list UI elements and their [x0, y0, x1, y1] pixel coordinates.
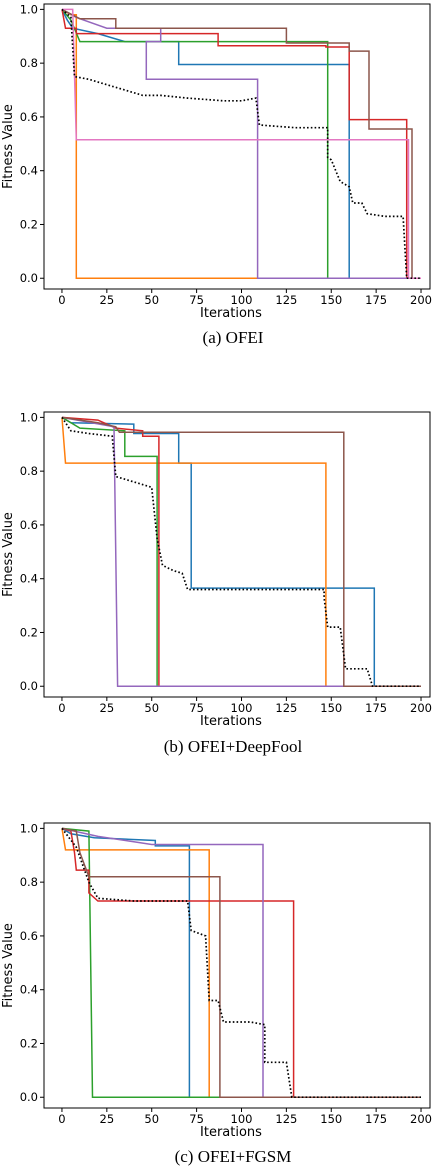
- series-line-3: [61, 827, 421, 1098]
- x-axis-label: Iterations: [200, 1125, 262, 1140]
- y-tick-label: 0.4: [20, 572, 38, 586]
- series-line-5: [61, 8, 421, 279]
- y-axis-label: Fitness Value: [1, 512, 16, 597]
- series-line-7: [62, 8, 421, 279]
- x-tick-label: 75: [189, 1112, 204, 1126]
- x-tick-label: 150: [320, 1112, 342, 1126]
- series-line-1: [61, 827, 421, 1098]
- x-tick-label: 175: [365, 293, 387, 307]
- y-tick-label: 0.0: [20, 679, 38, 693]
- chart-2: 0 25 50 75 100 125 150 175 200 0.0 0.2 0.4 0.6 0.8 1.0…: [1, 410, 432, 756]
- y-tick-label: 0.2: [20, 1036, 38, 1050]
- series-line-7: [61, 827, 421, 1099]
- series-line-5: [61, 416, 421, 687]
- y-tick-label: 1.0: [20, 2, 38, 16]
- x-tick-label: 200: [410, 701, 432, 715]
- y-tick-label: 0.2: [20, 217, 38, 231]
- x-tick-label: 100: [231, 701, 253, 715]
- series-line-6: [61, 416, 421, 687]
- figure-caption: (a) OFEI: [203, 328, 264, 347]
- x-tick-label: 125: [275, 1112, 297, 1126]
- x-axis-label: Iterations: [200, 714, 262, 729]
- series-line-7: [61, 416, 421, 688]
- axes-frame: [43, 411, 431, 698]
- x-axis-label: Iterations: [200, 306, 262, 321]
- y-tick-label: 1.0: [20, 821, 38, 835]
- x-tick-label: 75: [189, 293, 204, 307]
- axes-frame: [43, 3, 431, 290]
- series-line-4: [61, 9, 421, 279]
- x-tick-label: 125: [275, 701, 297, 715]
- x-tick-label: 0: [58, 293, 65, 307]
- x-tick-label: 0: [58, 1112, 65, 1126]
- series-line-5: [61, 827, 421, 1098]
- series-line-6: [61, 8, 421, 279]
- series-line-4: [61, 827, 421, 1098]
- series-line-2: [61, 8, 421, 279]
- x-tick-label: 200: [410, 1112, 432, 1126]
- x-tick-label: 75: [189, 701, 204, 715]
- y-tick-label: 0.8: [20, 56, 38, 70]
- y-tick-label: 0.6: [20, 929, 38, 943]
- x-tick-label: 175: [365, 1112, 387, 1126]
- x-tick-label: 100: [231, 1112, 253, 1126]
- x-tick-label: 25: [100, 701, 115, 715]
- series-group: [61, 8, 421, 280]
- x-tick-label: 150: [320, 701, 342, 715]
- y-tick-label: 0.8: [20, 464, 38, 478]
- series-line-8: [61, 8, 421, 280]
- figure-caption: (c) OFEI+FGSM: [175, 1147, 292, 1166]
- figure-caption: (b) OFEI+DeepFool: [164, 737, 303, 756]
- series-line-4: [61, 416, 421, 687]
- x-tick-label: 125: [275, 293, 297, 307]
- y-tick-label: 0.0: [20, 1090, 38, 1104]
- x-tick-label: 150: [320, 293, 342, 307]
- series-line-1: [61, 9, 421, 279]
- chart-1: 0 25 50 75 100 125 150 175 200 0.0 0.2 0.4 0.6 0.8 1.0…: [1, 2, 432, 347]
- series-line-6: [61, 827, 421, 1098]
- y-axis-label: Fitness Value: [1, 923, 16, 1008]
- x-tick-label: 200: [410, 293, 432, 307]
- axes-frame: [43, 822, 431, 1109]
- x-tick-label: 50: [144, 701, 159, 715]
- y-tick-label: 0.4: [20, 164, 38, 178]
- y-tick-label: 0.6: [20, 518, 38, 532]
- y-axis-label: Fitness Value: [1, 104, 16, 189]
- x-tick-label: 25: [100, 293, 115, 307]
- series-group: [61, 827, 421, 1099]
- series-group: [61, 416, 421, 688]
- chart-3: 0 25 50 75 100 125 150 175 200 0.0 0.2 0.4 0.6 0.8 1.0…: [1, 821, 432, 1166]
- x-tick-label: 50: [144, 293, 159, 307]
- y-tick-label: 0.2: [20, 625, 38, 639]
- x-tick-label: 100: [231, 293, 253, 307]
- y-tick-label: 0.4: [20, 983, 38, 997]
- y-tick-label: 0.6: [20, 110, 38, 124]
- y-tick-label: 0.0: [20, 271, 38, 285]
- x-tick-label: 50: [144, 1112, 159, 1126]
- y-tick-label: 0.8: [20, 875, 38, 889]
- y-tick-label: 1.0: [20, 410, 38, 424]
- x-tick-label: 175: [365, 701, 387, 715]
- x-tick-label: 0: [58, 701, 65, 715]
- series-line-3: [61, 8, 421, 279]
- x-tick-label: 25: [100, 1112, 115, 1126]
- series-line-2: [61, 828, 421, 1098]
